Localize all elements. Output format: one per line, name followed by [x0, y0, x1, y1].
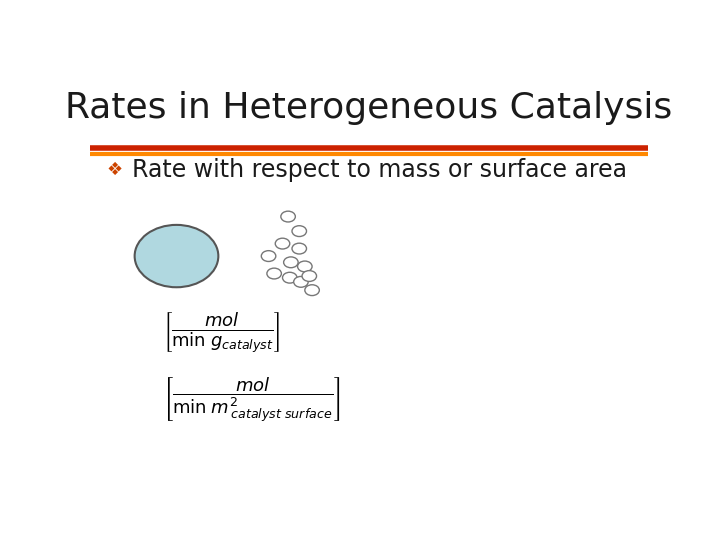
- Circle shape: [292, 226, 307, 237]
- Circle shape: [261, 251, 276, 261]
- Circle shape: [294, 276, 308, 287]
- Circle shape: [302, 271, 317, 281]
- Text: Rates in Heterogeneous Catalysis: Rates in Heterogeneous Catalysis: [66, 91, 672, 125]
- Circle shape: [305, 285, 320, 295]
- Circle shape: [275, 238, 289, 249]
- Circle shape: [267, 268, 282, 279]
- Circle shape: [284, 257, 298, 268]
- Circle shape: [292, 243, 307, 254]
- Circle shape: [135, 225, 218, 287]
- Text: $\left[\dfrac{mol}{\min\; m^{2}_{\,catalyst\ surface}}\right]$: $\left[\dfrac{mol}{\min\; m^{2}_{\,catal…: [163, 375, 341, 424]
- Circle shape: [297, 261, 312, 272]
- Text: Rate with respect to mass or surface area: Rate with respect to mass or surface are…: [132, 158, 627, 181]
- Circle shape: [282, 272, 297, 283]
- Circle shape: [281, 211, 295, 222]
- Text: ❖: ❖: [107, 160, 123, 179]
- Text: $\left[\dfrac{mol}{\min\; g_{catalyst}}\right]$: $\left[\dfrac{mol}{\min\; g_{catalyst}}\…: [163, 311, 280, 355]
